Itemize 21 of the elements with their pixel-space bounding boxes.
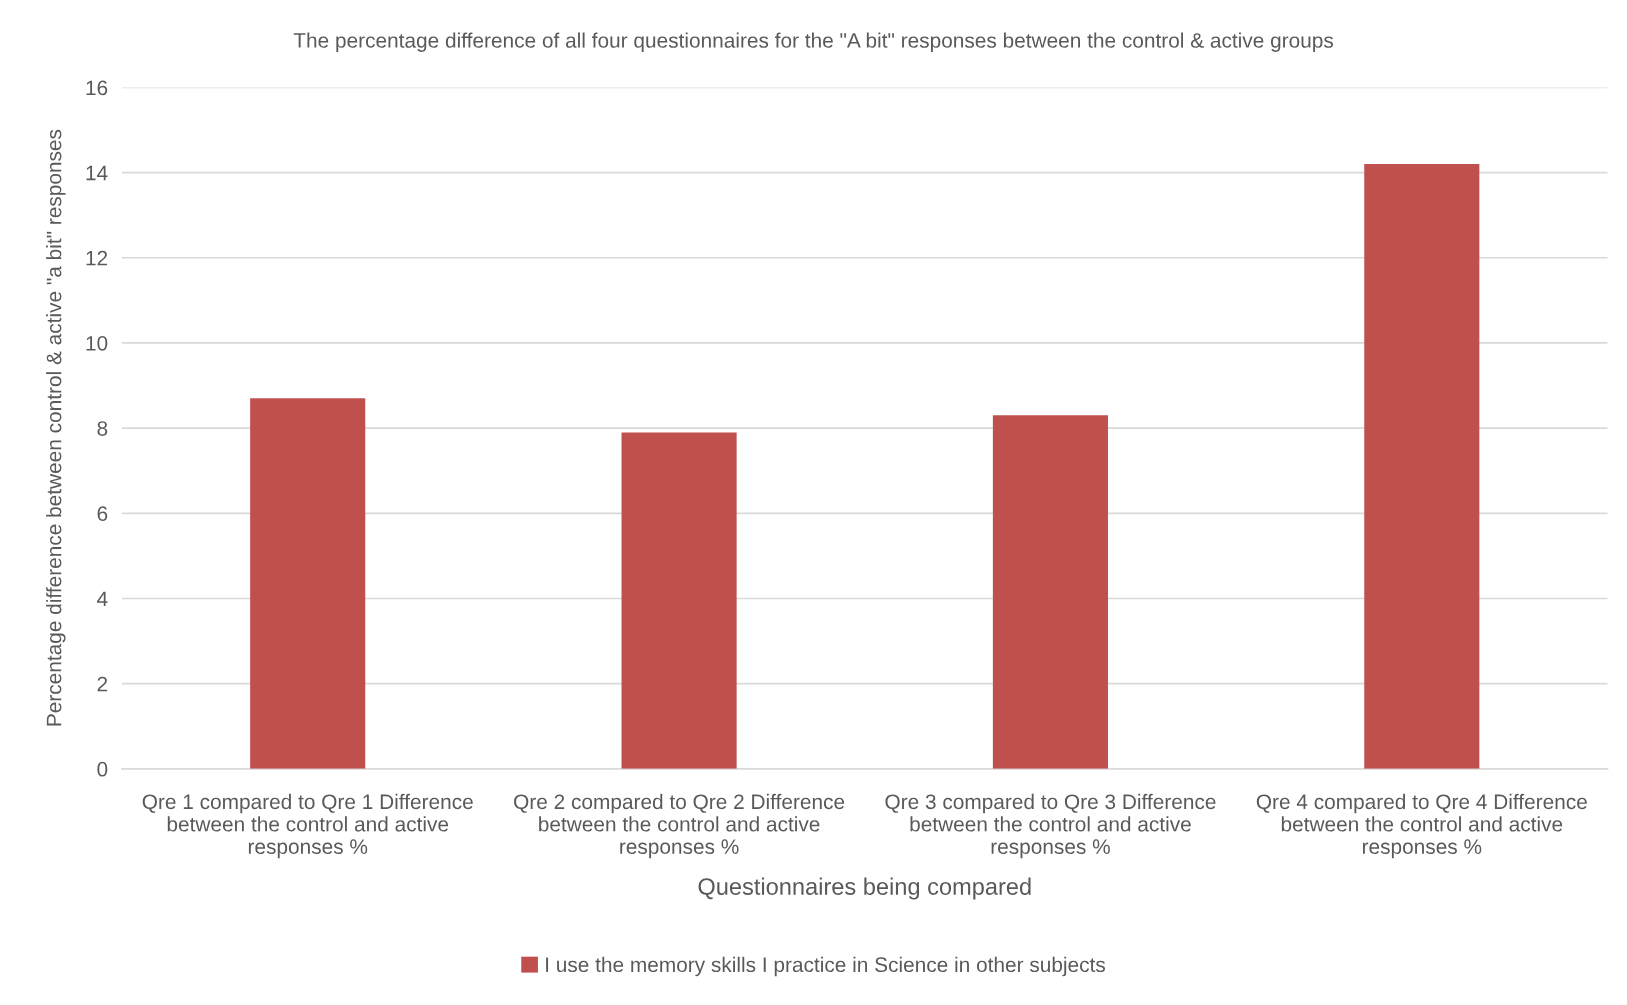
y-tick-label: 2 xyxy=(97,676,108,692)
y-tick-label: 16 xyxy=(86,80,108,96)
x-tick-label: Qre 3 compared to Qre 3 Difference between the control and active responses % xyxy=(885,793,1216,859)
chart-title: The percentage difference of all four questionnaires for the "A bit" responses between the control & active groups xyxy=(293,32,1334,52)
bar xyxy=(621,432,737,769)
y-tick-label: 10 xyxy=(86,335,108,351)
x-axis-title: Questionnaires being compared xyxy=(698,877,1031,900)
y-tick-label: 6 xyxy=(97,506,108,522)
y-tick-label: 8 xyxy=(97,421,108,436)
y-tick-label: 14 xyxy=(86,165,108,181)
y-tick-label: 0 xyxy=(97,761,108,777)
y-tick-label: 4 xyxy=(97,591,108,607)
x-tick-label: Qre 1 compared to Qre 1 Difference between the control and active responses % xyxy=(142,793,473,859)
bar xyxy=(1364,164,1480,769)
x-tick-label: Qre 4 compared to Qre 4 Difference between the control and active responses % xyxy=(1256,793,1587,859)
y-axis-title: Percentage difference between control & active "a bit" responses xyxy=(46,129,66,726)
x-tick-label: Qre 2 compared to Qre 2 Difference between the control and active responses % xyxy=(514,793,845,859)
bar xyxy=(992,415,1108,769)
y-tick-label: 12 xyxy=(86,250,108,266)
bar xyxy=(250,398,366,769)
legend-label: I use the memory skills I practice in Science in other subjects xyxy=(546,956,1106,977)
